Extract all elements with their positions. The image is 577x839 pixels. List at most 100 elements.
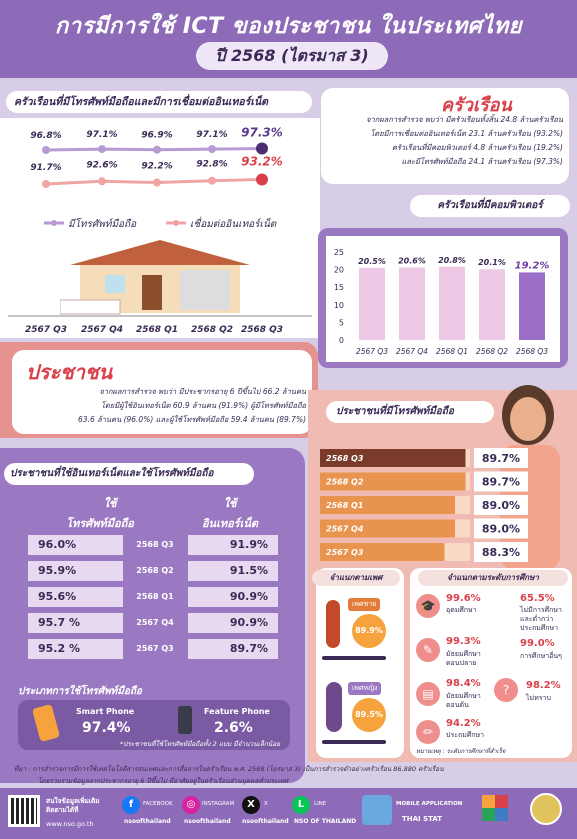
instagram-icon[interactable]: ◎ <box>182 796 200 814</box>
value-box <box>474 471 528 492</box>
line-handle[interactable]: NSO OF THAILAND <box>294 818 357 825</box>
bar-category: 2568 Q1 <box>326 501 363 510</box>
bar-label: 89.7% <box>482 476 520 489</box>
x-handle[interactable]: nsoofthailand <box>242 818 289 825</box>
household-section-title: ครัวเรือนที่มีโทรศัพท์มือถือและมีการเชื่… <box>6 91 312 113</box>
x-icon[interactable]: X <box>242 796 260 814</box>
people-card: ประชาชน จากผลการสำรวจ พบว่า มีประชากรอาย… <box>12 350 312 434</box>
usage-internet-value: 89.7% <box>188 639 278 659</box>
value-box <box>474 542 528 562</box>
pencil-icon: ✏ <box>416 720 440 744</box>
data-label: 97.1% <box>196 130 227 140</box>
bar-label: 20.8% <box>438 256 466 265</box>
gender-title: จำแนกตามเพศ <box>312 570 400 586</box>
bar-label: 89.7% <box>482 452 520 465</box>
edu-label: การศึกษาอื่นๆ <box>520 652 562 660</box>
value-box <box>474 495 528 515</box>
data-label: 97.1% <box>86 130 117 140</box>
household-box-line: และมีโทรศัพท์มือถือ 24.1 ล้านครัวเรือน (… <box>401 157 564 166</box>
people-line: จากผลการสำรวจ พบว่า มีประชากรอายุ 6 ปีขึ… <box>99 387 306 396</box>
male-label: เพศชาย <box>348 598 381 611</box>
bar <box>320 519 455 538</box>
line-point <box>153 178 161 187</box>
bar <box>320 472 466 491</box>
value-box <box>474 518 528 539</box>
data-label: 96.9% <box>141 131 172 141</box>
line-point <box>256 173 268 186</box>
qr-code[interactable] <box>8 795 40 827</box>
line-point <box>42 180 50 188</box>
book-icon: ✎ <box>416 638 440 662</box>
site-link[interactable]: www.nso.go.th <box>46 820 94 828</box>
bar <box>320 543 445 561</box>
bar-label: 20.1% <box>478 258 506 267</box>
female-icon <box>326 682 342 732</box>
smartphone-value: 97.4% <box>82 720 131 736</box>
data-label: 93.2% <box>241 155 283 169</box>
ministry-seal <box>530 793 562 825</box>
graduation-cap-icon: 🎓 <box>416 594 440 618</box>
facebook-handle[interactable]: nsoofthailand <box>124 818 171 825</box>
legend-label-internet: เชื่อมต่ออินเทอร์เน็ต <box>190 216 277 230</box>
usage-mobile-value: 95.6% <box>28 587 123 607</box>
male-icon <box>326 600 340 648</box>
edu-label: มัธยมศึกษา ตอนต้น <box>446 692 481 709</box>
people-title: ประชาชน <box>26 360 113 384</box>
phone-type-note: *ประชาชนที่ใช้โทรศัพท์มือถือทั้ง 2 แบบ ม… <box>120 740 280 748</box>
instagram-handle[interactable]: nsoofthailand <box>184 818 231 825</box>
page-title: การมีการใช้ ICT ของประชาชน ในประเทศไทย <box>54 14 523 39</box>
edu-label: อุดมศึกษา <box>446 606 477 614</box>
bar <box>320 496 455 514</box>
instagram-label: INSTAGRAM <box>202 801 235 807</box>
usage-col-right-a: ใช้ <box>223 497 237 510</box>
app-label: MOBILE APPLICATION <box>396 801 463 807</box>
x-tick-label: 2567 Q4 <box>81 325 123 335</box>
value-box <box>474 448 528 468</box>
x-tick-label: 2568 Q1 <box>436 347 468 356</box>
bar <box>359 267 385 340</box>
y-tick-label: 5 <box>339 318 344 327</box>
bar-label: 20.6% <box>398 256 426 265</box>
mobile-people-title: ประชาชนที่มีโทรศัพท์มือถือ <box>326 401 494 423</box>
bar-category: 2568 Q2 <box>326 478 364 487</box>
people-line: 63.6 ล้านคน (96.0%) และผู้ใช้โทรศัพท์มือ… <box>78 415 306 424</box>
facebook-icon[interactable]: f <box>122 796 140 814</box>
x-tick-label: 2567 Q3 <box>25 325 67 335</box>
y-tick-label: 15 <box>334 283 344 292</box>
line-icon[interactable]: L <box>292 796 310 814</box>
line-point <box>153 145 161 154</box>
bar <box>439 266 465 340</box>
usage-row: 95.6% 2568 Q1 90.9% <box>28 587 278 607</box>
usage-row: 95.9% 2568 Q2 91.5% <box>28 561 278 581</box>
phone-type-title: ประเภทการใช้โทรศัพท์มือถือ <box>18 686 142 697</box>
bar-category: 2567 Q4 <box>326 525 364 534</box>
male-value: 89.9% <box>352 614 386 648</box>
usage-quarter: 2567 Q3 <box>136 644 174 653</box>
feature-phone-label: Feature Phone <box>204 707 270 716</box>
y-tick-label: 25 <box>334 248 344 257</box>
line-point <box>98 177 106 186</box>
facebook-label: FACEBOOK <box>143 801 173 807</box>
nso-logo <box>470 795 520 825</box>
legend-dot-internet <box>173 220 179 226</box>
usage-quarter: 2567 Q4 <box>136 618 174 627</box>
usage-internet-value: 91.5% <box>188 561 278 581</box>
usage-mobile-value: 95.9% <box>28 561 123 581</box>
bar-label: 89.0% <box>482 523 520 536</box>
female-value: 89.5% <box>352 698 386 732</box>
y-tick-label: 20 <box>334 266 344 275</box>
feature-phone-icon <box>178 706 192 734</box>
bar-label: 89.0% <box>482 499 520 512</box>
app-name: THAI STAT <box>402 815 443 823</box>
edu-value: 99.3% <box>446 636 481 647</box>
bar-label: 20.5% <box>358 257 386 266</box>
question-icon: ? <box>494 678 518 702</box>
line-point <box>42 146 50 154</box>
usage-internet-value: 90.9% <box>188 587 278 607</box>
bar <box>479 269 505 340</box>
open-book-icon: ▤ <box>416 682 440 706</box>
edu-value: 94.2% <box>446 718 481 729</box>
thai-stat-app-icon[interactable] <box>362 795 392 825</box>
people-line: โดยมีผู้ใช้อินเทอร์เน็ต 60.9 ล้านคน (91.… <box>100 401 306 410</box>
usage-quarter: 2568 Q3 <box>136 540 174 549</box>
